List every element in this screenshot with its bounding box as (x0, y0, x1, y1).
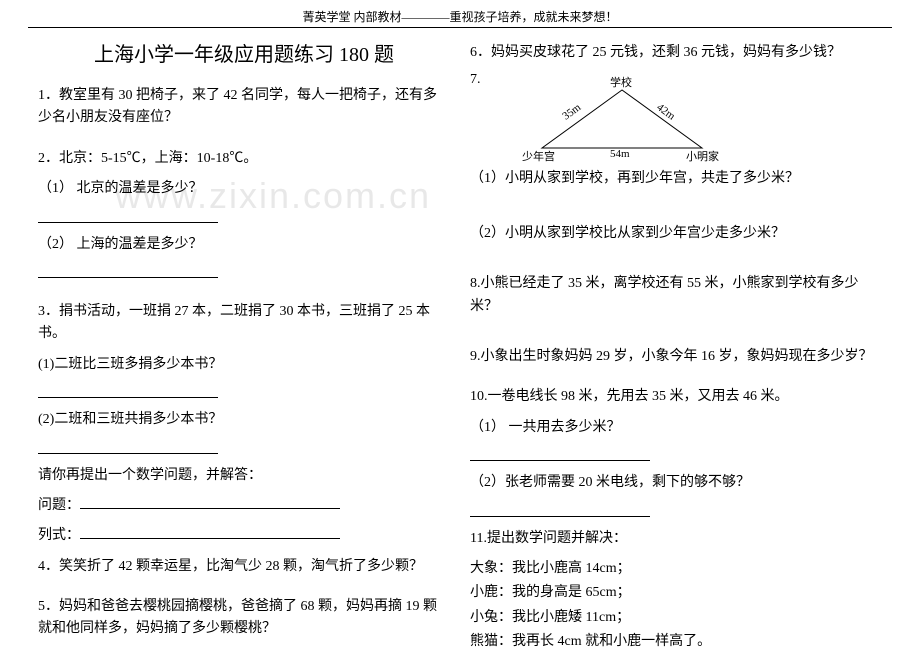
question-3a: (1)二班比三班多捐多少本书？ (38, 354, 450, 376)
blank-line (470, 503, 650, 517)
question-10a: （1） 一共用去多少米？ (470, 417, 882, 439)
question-6: 6．妈妈买皮球花了 25 元钱，还剩 36 元钱，妈妈有多少钱？ (470, 42, 882, 64)
node-right: 小明家 (686, 148, 719, 164)
question-8: 8.小熊已经走了 35 米，离学校还有 55 米，小熊家到学校有多少米？ (470, 273, 882, 318)
question-3d: 问题： (38, 495, 450, 517)
left-column: 上海小学一年级应用题练习 180 题 1．教室里有 30 把椅子，来了 42 名… (28, 32, 460, 661)
right-column: 6．妈妈买皮球花了 25 元钱，还剩 36 元钱，妈妈有多少钱？ 7. 学校 少… (460, 32, 892, 661)
question-11: 11.提出数学问题并解决： (470, 528, 882, 550)
edge-bottom-label: 54m (610, 148, 630, 160)
question-3c: 请你再提出一个数学问题，并解答： (38, 465, 450, 487)
question-1: 1．教室里有 30 把椅子，来了 42 名同学，每人一把椅子，还有多少名小朋友没… (38, 85, 450, 130)
question-4: 4．笑笑折了 42 颗幸运星，比淘气少 28 颗，淘气折了多少颗？ (38, 556, 450, 578)
blank-line (38, 264, 218, 278)
blank-line (38, 384, 218, 398)
node-left: 少年宫 (522, 148, 555, 164)
question-7-number: 7. (470, 72, 492, 88)
blank-line (470, 447, 650, 461)
question-3: 3．捐书活动，一班捐 27 本，二班捐了 30 本书，三班捐了 25 本书。 (38, 301, 450, 346)
question-7a: （1）小明从家到学校，再到少年宫，共走了多少米？ (470, 168, 882, 190)
page-header: 菁英学堂 内部教材————重视孩子培养，成就未来梦想！ (28, 0, 892, 28)
blank-line (80, 495, 340, 509)
question-7-row: 7. 学校 少年宫 小明家 35m 42m 54m (470, 72, 882, 168)
document-title: 上海小学一年级应用题练习 180 题 (38, 38, 450, 67)
blank-line (38, 440, 218, 454)
question-9: 9.小象出生时象妈妈 29 岁，小象今年 16 岁，象妈妈现在多少岁？ (470, 346, 882, 368)
question-7b: （2）小明从家到学校比从家到少年宫少走多少米？ (470, 223, 882, 245)
question-2a: （1） 北京的温差是多少？ (38, 178, 450, 200)
label-formula: 列式： (38, 528, 80, 543)
question-11d: 熊猫：我再长 4cm 就和小鹿一样高了。 (470, 631, 882, 653)
question-3b: (2)二班和三班共捐多少本书？ (38, 409, 450, 431)
question-11a: 大象：我比小鹿高 14cm； (470, 558, 882, 580)
question-3e: 列式： (38, 525, 450, 547)
blank-line (80, 525, 340, 539)
question-11b: 小鹿：我的身高是 65cm； (470, 582, 882, 604)
question-2: 2．北京：5-15℃，上海：10-18℃。 (38, 148, 450, 170)
triangle-diagram: 学校 少年宫 小明家 35m 42m 54m (522, 76, 722, 166)
question-5: 5．妈妈和爸爸去樱桃园摘樱桃，爸爸摘了 68 颗，妈妈再摘 19 颗就和他同样多… (38, 596, 450, 641)
question-10b: （2）张老师需要 20 米电线，剩下的够不够？ (470, 472, 882, 494)
blank-line (38, 209, 218, 223)
question-11c: 小兔：我比小鹿矮 11cm； (470, 607, 882, 629)
question-2b: （2） 上海的温差是多少？ (38, 234, 450, 256)
label-problem: 问题： (38, 498, 80, 513)
question-10: 10.一卷电线长 98 米，先用去 35 米，又用去 46 米。 (470, 386, 882, 408)
content-area: 上海小学一年级应用题练习 180 题 1．教室里有 30 把椅子，来了 42 名… (0, 28, 920, 661)
node-top: 学校 (610, 74, 632, 90)
